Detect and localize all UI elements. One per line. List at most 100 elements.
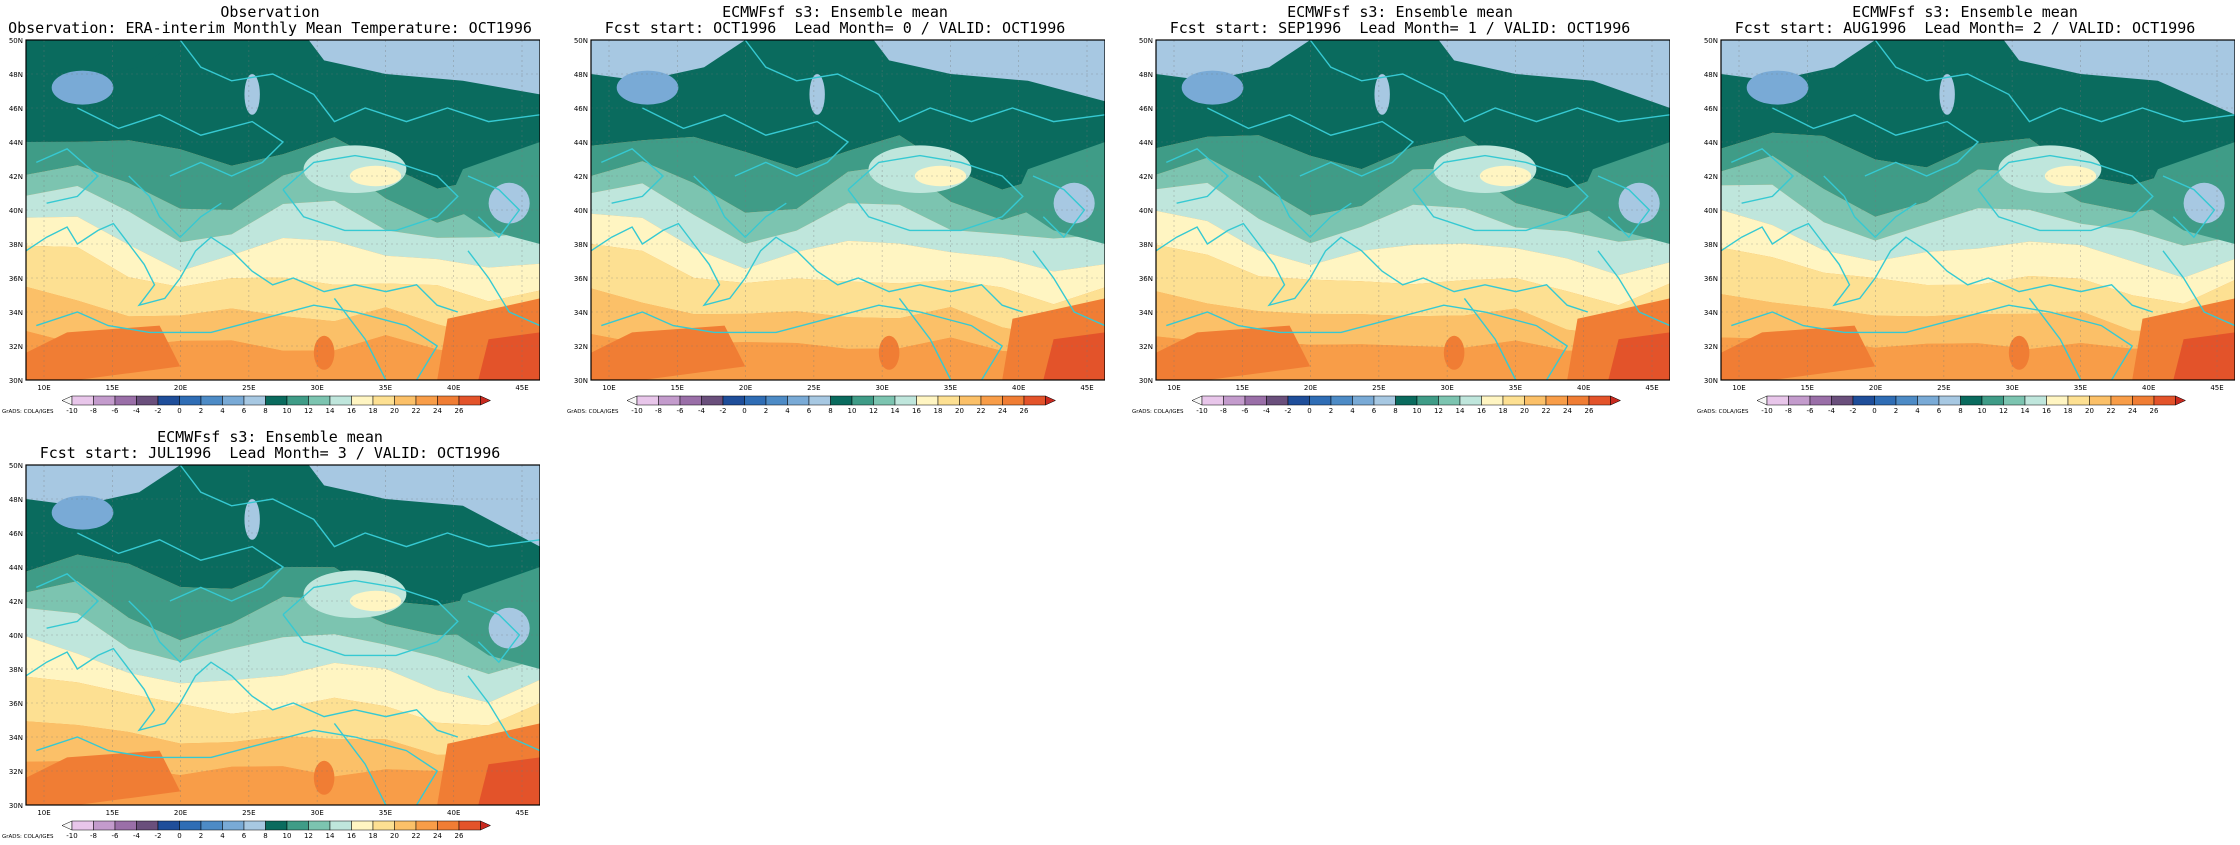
colorbar-tick-label: 8: [1393, 407, 1397, 415]
lat-tick-label: 42N: [1139, 173, 1153, 181]
colorbar-tick-label: 10: [283, 832, 292, 840]
colorbar-tick-label: 4: [1915, 407, 1920, 415]
lon-tick-label: 10E: [37, 809, 50, 817]
lon-tick-label: 25E: [1937, 384, 1950, 392]
lon-tick-label: 35E: [944, 384, 957, 392]
coastlines: [1720, 39, 2235, 381]
grads-credit: GrADS: COLA/IGES: [1697, 409, 1749, 415]
colorbar-tick-label: 22: [412, 407, 421, 415]
lon-tick-label: 25E: [807, 384, 820, 392]
map-frame: [1720, 39, 2235, 381]
map-frame: [25, 39, 540, 381]
lat-tick-label: 36N: [1139, 275, 1153, 283]
lon-tick-label: 10E: [602, 384, 615, 392]
panel-subtitle: Fcst start: OCT1996 Lead Month= 0 / VALI…: [604, 19, 1066, 37]
lon-tick-label: 25E: [242, 809, 255, 817]
lon-tick-label: 45E: [1645, 384, 1658, 392]
panel-subtitle: Fcst start: JUL1996 Lead Month= 3 / VALI…: [39, 444, 501, 462]
colorbar-tick-label: 2: [199, 832, 203, 840]
lon-tick-label: 20E: [174, 809, 187, 817]
colorbar-tick-label: -6: [1807, 407, 1815, 415]
lat-tick-label: 30N: [574, 377, 588, 385]
lon-tick-label: 45E: [515, 809, 528, 817]
colorbar-tick-label: 26: [2150, 407, 2159, 415]
colorbar-tick-label: -4: [1263, 407, 1271, 415]
colorbar-tick-label: 20: [955, 407, 964, 415]
lat-tick-label: 30N: [9, 377, 23, 385]
lat-tick-label: 38N: [1704, 241, 1718, 249]
lat-tick-label: 44N: [9, 564, 23, 572]
colorbar-tick-label: 12: [304, 832, 313, 840]
colorbar-tick-label: -2: [1285, 407, 1292, 415]
lat-tick-label: 44N: [1139, 139, 1153, 147]
panel-subtitle: Fcst start: SEP1996 Lead Month= 1 / VALI…: [1169, 19, 1631, 37]
colorbar-tick-label: -10: [66, 407, 77, 415]
lat-tick-label: 40N: [574, 207, 588, 215]
temperature-map: 50N 48N 46N 44N 42N 40N 38N 36N 34N 32N 30N 10E 15E 2…: [1697, 37, 2235, 415]
temperature-map: 50N 48N 46N 44N 42N 40N 38N 36N 34N 32N 30N 10E 15E 2…: [2, 37, 540, 415]
colorbar-tick-label: 16: [347, 832, 356, 840]
lat-tick-label: 48N: [1139, 71, 1153, 79]
lat-tick-label: 32N: [9, 768, 23, 776]
lon-tick-label: 45E: [1080, 384, 1093, 392]
map-panel: 50N 48N 46N 44N 42N 40N 38N 36N 34N 32N 30N 10E 15E 2…: [1130, 0, 1670, 420]
lon-tick-label: 15E: [106, 809, 119, 817]
colorbar-tick-label: -8: [1220, 407, 1227, 415]
colorbar-tick-label: 22: [1542, 407, 1551, 415]
colorbar-tick-label: 16: [2042, 407, 2051, 415]
lat-tick-label: 44N: [574, 139, 588, 147]
colorbar-tick-label: 20: [390, 407, 399, 415]
colorbar-tick-label: -4: [698, 407, 706, 415]
colorbar-tick-label: 24: [998, 407, 1007, 415]
lon-tick-label: 20E: [1304, 384, 1317, 392]
lon-tick-label: 40E: [447, 809, 460, 817]
colorbar-tick-label: -8: [1785, 407, 1792, 415]
lon-tick-label: 20E: [174, 384, 187, 392]
lat-tick-label: 50N: [9, 462, 23, 470]
colorbar-tick-label: -8: [90, 832, 97, 840]
lat-tick-label: 44N: [9, 139, 23, 147]
lat-tick-label: 38N: [9, 666, 23, 674]
colorbar-tick-label: -10: [66, 832, 77, 840]
colorbar-tick-label: 2: [1894, 407, 1898, 415]
lat-tick-label: 34N: [1704, 309, 1718, 317]
lon-tick-label: 30E: [310, 809, 323, 817]
lat-tick-label: 40N: [1704, 207, 1718, 215]
lon-tick-label: 30E: [2005, 384, 2018, 392]
colorbar-tick-label: -6: [677, 407, 685, 415]
lon-tick-label: 15E: [1236, 384, 1249, 392]
colorbar-tick-label: 16: [912, 407, 921, 415]
colorbar-tick-label: 24: [1563, 407, 1572, 415]
colorbar-tick-label: 12: [1434, 407, 1443, 415]
lat-tick-label: 36N: [1704, 275, 1718, 283]
lon-tick-label: 15E: [106, 384, 119, 392]
lat-tick-label: 42N: [1704, 173, 1718, 181]
colorbar-tick-label: 4: [220, 832, 225, 840]
temperature-map: 50N 48N 46N 44N 42N 40N 38N 36N 34N 32N 30N 10E 15E 2…: [2, 462, 540, 840]
lat-tick-label: 46N: [9, 105, 23, 113]
lat-tick-label: 42N: [574, 173, 588, 181]
colorbar-tick-label: 6: [1372, 407, 1377, 415]
colorbar-tick-label: 20: [2085, 407, 2094, 415]
grads-credit: GrADS: COLA/IGES: [1132, 409, 1184, 415]
lat-tick-label: 34N: [1139, 309, 1153, 317]
colorbar-tick-label: 6: [807, 407, 812, 415]
lon-tick-label: 40E: [447, 384, 460, 392]
colorbar-tick-label: 0: [1872, 407, 1876, 415]
panel-title: ECMWFsf s3: Ensemble mean: [722, 3, 948, 21]
lat-tick-label: 48N: [1704, 71, 1718, 79]
panel-title: ECMWFsf s3: Ensemble mean: [1852, 3, 2078, 21]
lon-tick-label: 25E: [1372, 384, 1385, 392]
map-panel: 50N 48N 46N 44N 42N 40N 38N 36N 34N 32N 30N 10E 15E 2…: [0, 425, 540, 845]
lat-tick-label: 30N: [9, 802, 23, 810]
lat-tick-label: 46N: [9, 530, 23, 538]
lat-tick-label: 48N: [574, 71, 588, 79]
lat-tick-label: 38N: [9, 241, 23, 249]
colorbar-tick-label: 14: [2021, 407, 2030, 415]
lat-tick-label: 50N: [1704, 37, 1718, 45]
colorbar-tick-label: 6: [242, 407, 247, 415]
lat-tick-label: 40N: [1139, 207, 1153, 215]
colorbar-tick-label: 6: [1937, 407, 1942, 415]
coastlines: [25, 39, 540, 381]
colorbar-tick-label: 10: [1978, 407, 1987, 415]
